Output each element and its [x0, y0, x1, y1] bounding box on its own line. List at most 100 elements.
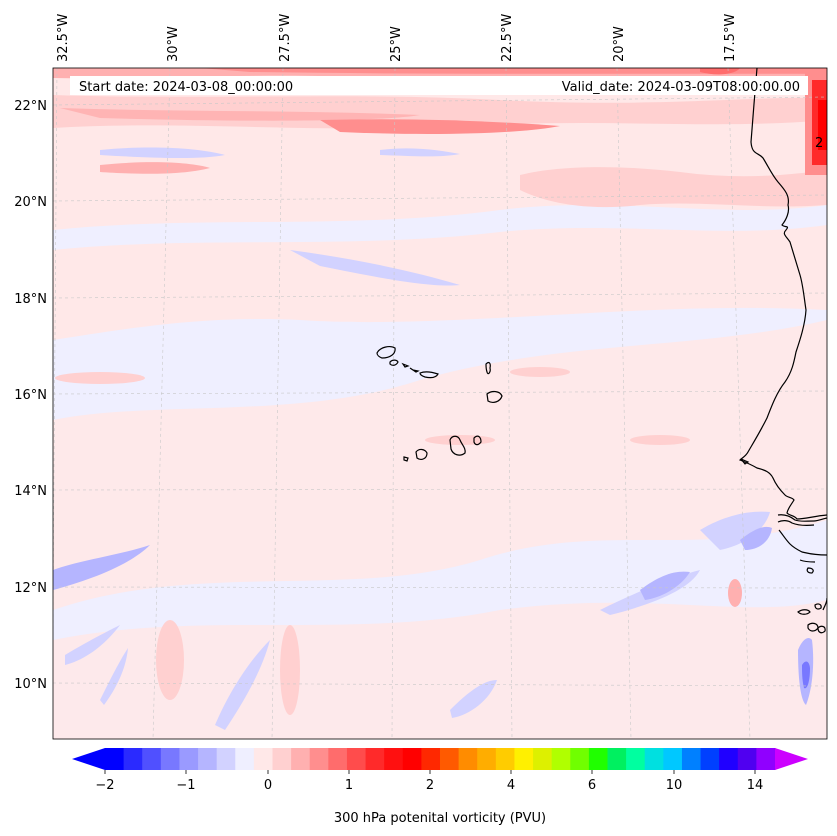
colorbar-ticks: −2 −1 0 1 2 4 6 10 14: [95, 770, 763, 793]
colorbar-swatch: [440, 748, 460, 770]
meridian: [616, 68, 632, 739]
colorbar-swatch: [160, 748, 181, 770]
colorbar-swatch: [216, 748, 236, 770]
colorbar-tick-label: 1: [345, 778, 353, 793]
colorbar-swatch: [551, 748, 571, 770]
longitude-labels: 32.5°W 30°W 27.5°W 25°W 22.5°W 20°W 17.5…: [56, 14, 738, 62]
meridian: [505, 68, 513, 739]
island-sao-vicente: [389, 359, 399, 366]
island-boa-vista: [486, 390, 503, 403]
coast-guinea-bissau: [778, 529, 827, 574]
graticule: [53, 68, 827, 739]
pv-positive-region: [53, 68, 827, 340]
pv-positive-band: [200, 68, 827, 74]
pv-positive-region: [53, 600, 827, 739]
lat-label: 20°N: [14, 195, 47, 210]
coast-gambia: [777, 514, 827, 526]
colorbar-swatch: [402, 748, 422, 770]
colorbar-tick-label: 0: [264, 778, 272, 793]
island-sal: [485, 362, 491, 375]
lat-label: 12°N: [14, 581, 47, 596]
lat-label: 10°N: [14, 677, 47, 692]
coast-bijagos: [797, 597, 827, 634]
latitude-labels: 22°N 20°N 18°N 16°N 14°N 12°N 10°N: [14, 99, 47, 692]
pv-negative-band: [100, 648, 128, 705]
colorbar-swatch: [421, 748, 441, 770]
pv-positive-band: [320, 119, 560, 134]
island-santiago: [449, 435, 466, 456]
colorbar-swatch: [253, 748, 274, 770]
lat-label: 18°N: [14, 292, 47, 307]
pv-negative-band: [740, 526, 772, 550]
colorbar-swatch: [533, 748, 553, 770]
pv-negative-band: [640, 571, 690, 600]
colorbar-under-arrow: [72, 748, 105, 770]
pv-negative-band: [290, 250, 460, 286]
pv-negative-band: [700, 511, 770, 550]
pv-positive-blob: [630, 435, 690, 445]
colorbar-tick-label: 14: [747, 778, 764, 793]
meridian: [152, 68, 171, 739]
pv-positive-blob: [510, 367, 570, 377]
colorbar-swatch: [719, 748, 739, 770]
island-sao-nicolau: [409, 367, 439, 379]
pv-positive-region: [53, 320, 827, 610]
edge-contour-label: 2: [815, 136, 823, 151]
african-coastline: [738, 68, 827, 634]
pv-positive-blob: [728, 579, 742, 607]
colorbar: −2 −1 0 1 2 4 6 10 14 300 hPa potenital vorticit…: [72, 748, 808, 826]
pv-positive-band: [100, 162, 210, 174]
colorbar-swatches: [105, 748, 776, 770]
pv-field: 2: [53, 68, 827, 739]
colorbar-swatch: [309, 748, 329, 770]
island-santo-antao: [376, 346, 396, 359]
colorbar-swatch: [514, 748, 534, 770]
header-bar: [70, 76, 808, 95]
pv-negative-band: [380, 148, 460, 157]
colorbar-swatch: [142, 748, 162, 770]
colorbar-swatch: [235, 748, 255, 770]
meridian: [391, 68, 396, 739]
colorbar-swatch: [105, 748, 125, 770]
pv-negative-band: [802, 661, 810, 689]
coast-cape-verde-peninsula: [740, 458, 750, 465]
coast-western-sahara-senegal: [738, 68, 827, 520]
map-panel[interactable]: 2 Start date: 2024-03-08_00:00:00 Valid_…: [52, 67, 828, 740]
map-frame: [52, 67, 828, 740]
colorbar-swatch: [384, 748, 404, 770]
lon-label: 27.5°W: [278, 14, 293, 62]
lon-label: 22.5°W: [500, 14, 515, 62]
pv-positive-blob: [156, 620, 184, 700]
colorbar-swatch: [570, 748, 590, 770]
pv-positive-band: [700, 68, 740, 75]
colorbar-swatch: [681, 748, 702, 770]
island-fogo: [415, 448, 428, 460]
pv-negative-band: [53, 205, 827, 250]
lon-label: 30°W: [166, 26, 181, 62]
pv-negative-band: [53, 545, 150, 590]
colorbar-swatch: [737, 748, 757, 770]
colorbar-tick-label: 2: [426, 778, 434, 793]
cape-verde-islands: [376, 346, 503, 462]
colorbar-swatch: [346, 748, 367, 770]
colorbar-swatch: [495, 748, 516, 770]
colorbar-swatch: [477, 748, 497, 770]
colorbar-swatch: [272, 748, 292, 770]
pv-positive-blob: [280, 625, 300, 715]
colorbar-tick-label: 6: [588, 778, 596, 793]
island-brava: [403, 456, 409, 462]
pv-negative-band: [215, 640, 270, 730]
colorbar-swatch: [644, 748, 664, 770]
colorbar-swatch: [179, 748, 199, 770]
colorbar-swatch: [607, 748, 627, 770]
colorbar-swatch: [588, 748, 609, 770]
colorbar-swatch: [328, 748, 348, 770]
colorbar-swatch: [291, 748, 311, 770]
colorbar-over-arrow: [775, 748, 808, 770]
lon-label: 20°W: [612, 26, 627, 62]
colorbar-swatch: [756, 748, 776, 770]
pv-negative-band: [65, 625, 120, 665]
meridian: [271, 68, 284, 739]
colorbar-swatch: [458, 748, 478, 770]
